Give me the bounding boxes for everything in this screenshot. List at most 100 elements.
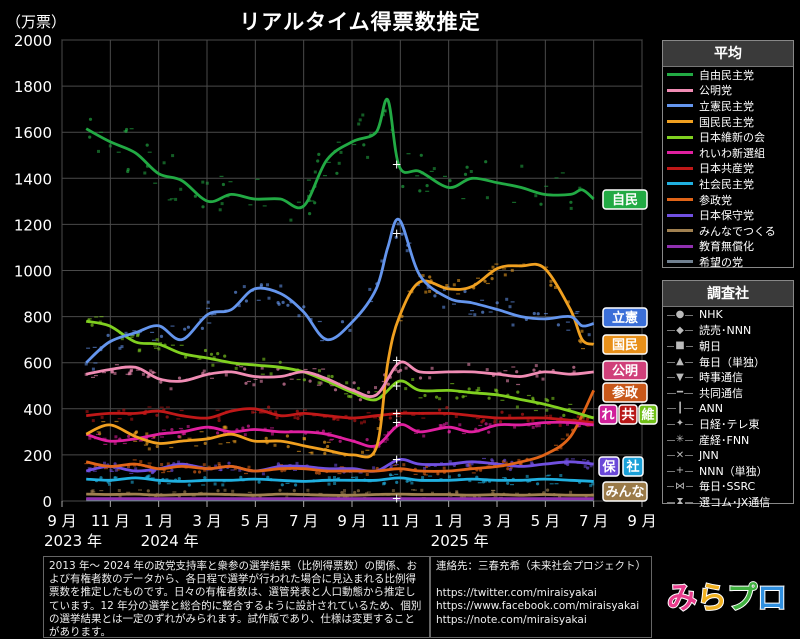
poll-point xyxy=(302,305,306,309)
poll-point xyxy=(117,409,121,413)
poll-point xyxy=(124,331,128,335)
legend-label: 教育無償化 xyxy=(699,240,754,254)
poll-point xyxy=(396,370,401,374)
poll-point xyxy=(335,171,339,175)
poll-point xyxy=(423,393,427,398)
poll-point xyxy=(498,420,503,424)
poll-point xyxy=(467,362,471,366)
poll-point xyxy=(286,445,290,449)
vote-estimate-chart: 0 200 400 600 800 1000 1200 1400 1600 1800 2000 9 月… xyxy=(14,32,658,550)
legend-item: 公明党 xyxy=(663,83,793,99)
pollster-item: ⋈ 毎日･SSRC xyxy=(663,479,793,495)
poll-point xyxy=(216,431,220,435)
poll-point xyxy=(114,435,118,439)
poll-point xyxy=(388,473,393,477)
note-link[interactable]: https://note.com/miraisyakai xyxy=(436,613,587,626)
poll-point xyxy=(120,345,124,349)
poll-point xyxy=(465,165,469,169)
poll-point xyxy=(337,477,341,481)
legend-swatch xyxy=(667,120,693,124)
poll-point xyxy=(216,489,220,493)
party-tag-label: 保 xyxy=(601,459,616,475)
poll-point xyxy=(562,413,566,417)
poll-point xyxy=(118,346,122,350)
legend-item: みんなでつくる xyxy=(663,223,793,239)
poll-point xyxy=(372,466,376,470)
poll-point xyxy=(146,489,150,493)
poll-point xyxy=(165,415,169,419)
pollster-marker-icon: ✦ xyxy=(667,418,693,430)
legend-item: 希望の党 xyxy=(663,254,793,270)
poll-point xyxy=(334,463,338,467)
legend-item: 日本共産党 xyxy=(663,161,793,177)
poll-point xyxy=(171,154,175,158)
y-tick-label: 200 xyxy=(23,447,52,465)
facebook-link[interactable]: https://www.facebook.com/miraisyakai xyxy=(436,600,640,613)
party-tag: 自民 xyxy=(602,189,648,210)
poll-point xyxy=(532,311,536,316)
legend-label: 国民民主党 xyxy=(699,115,754,129)
poll-point xyxy=(278,488,282,492)
poll-point xyxy=(580,329,584,333)
poll-point xyxy=(276,462,280,466)
election-marker: + xyxy=(392,379,402,393)
contact-line: 連絡先：三春充希（未来社会プロジェクト） xyxy=(436,560,646,572)
x-tick-label: 9 月 xyxy=(627,512,656,530)
poll-point xyxy=(306,488,310,492)
pollster-label: 朝日 xyxy=(699,339,721,353)
legend-item: れいわ新選組 xyxy=(663,145,793,161)
poll-point xyxy=(365,473,369,476)
poll-point xyxy=(109,468,113,472)
y-tick-label: 1800 xyxy=(14,78,52,96)
poll-point xyxy=(202,369,206,373)
poll-point xyxy=(227,461,231,465)
pollster-label: 読売･NNN xyxy=(699,324,752,338)
poll-point xyxy=(361,450,364,454)
poll-point xyxy=(448,179,452,183)
legend-swatch xyxy=(667,88,693,92)
poll-point xyxy=(388,416,392,420)
poll-point xyxy=(442,305,446,309)
election-marker: + xyxy=(392,492,402,506)
logo-char: ら xyxy=(696,580,728,617)
poll-point xyxy=(237,304,241,308)
legend-label: みんなでつくる xyxy=(699,224,776,238)
series-line xyxy=(85,262,595,459)
x-tick-label: 3 月 xyxy=(192,512,221,530)
legend-label: 日本共産党 xyxy=(699,162,754,176)
poll-point xyxy=(463,172,468,176)
poll-point xyxy=(243,433,247,437)
poll-point xyxy=(166,462,170,466)
logo-char: プ xyxy=(726,580,758,617)
pollster-marker-icon: + xyxy=(667,465,693,477)
poll-point xyxy=(91,367,95,371)
y-tick-label: 1000 xyxy=(14,263,52,281)
poll-point xyxy=(503,458,507,462)
poll-point xyxy=(207,465,211,469)
poll-point xyxy=(473,313,477,317)
poll-point xyxy=(513,425,517,429)
poll-point xyxy=(289,218,293,222)
poll-point xyxy=(340,491,344,495)
poll-point xyxy=(520,164,524,168)
pollster-label: 産経･FNN xyxy=(699,433,750,447)
poll-point xyxy=(510,268,514,272)
twitter-link[interactable]: https://twitter.com/miraisyakai xyxy=(436,587,597,600)
poll-point xyxy=(327,374,331,378)
poll-point xyxy=(233,440,237,444)
poll-point xyxy=(294,483,298,487)
poll-point xyxy=(293,416,297,420)
poll-point xyxy=(348,328,352,332)
poll-point xyxy=(85,410,89,414)
poll-point xyxy=(127,434,131,438)
poll-point xyxy=(295,461,299,465)
poll-point xyxy=(438,397,442,401)
pollster-item: ● NHK xyxy=(663,307,793,323)
poll-point xyxy=(110,370,114,374)
poll-point xyxy=(420,488,424,492)
poll-point xyxy=(458,423,462,427)
pollster-item: ▲ 毎日（単独） xyxy=(663,354,793,370)
poll-point xyxy=(275,416,279,420)
poll-point xyxy=(138,348,142,352)
poll-point xyxy=(517,458,521,462)
